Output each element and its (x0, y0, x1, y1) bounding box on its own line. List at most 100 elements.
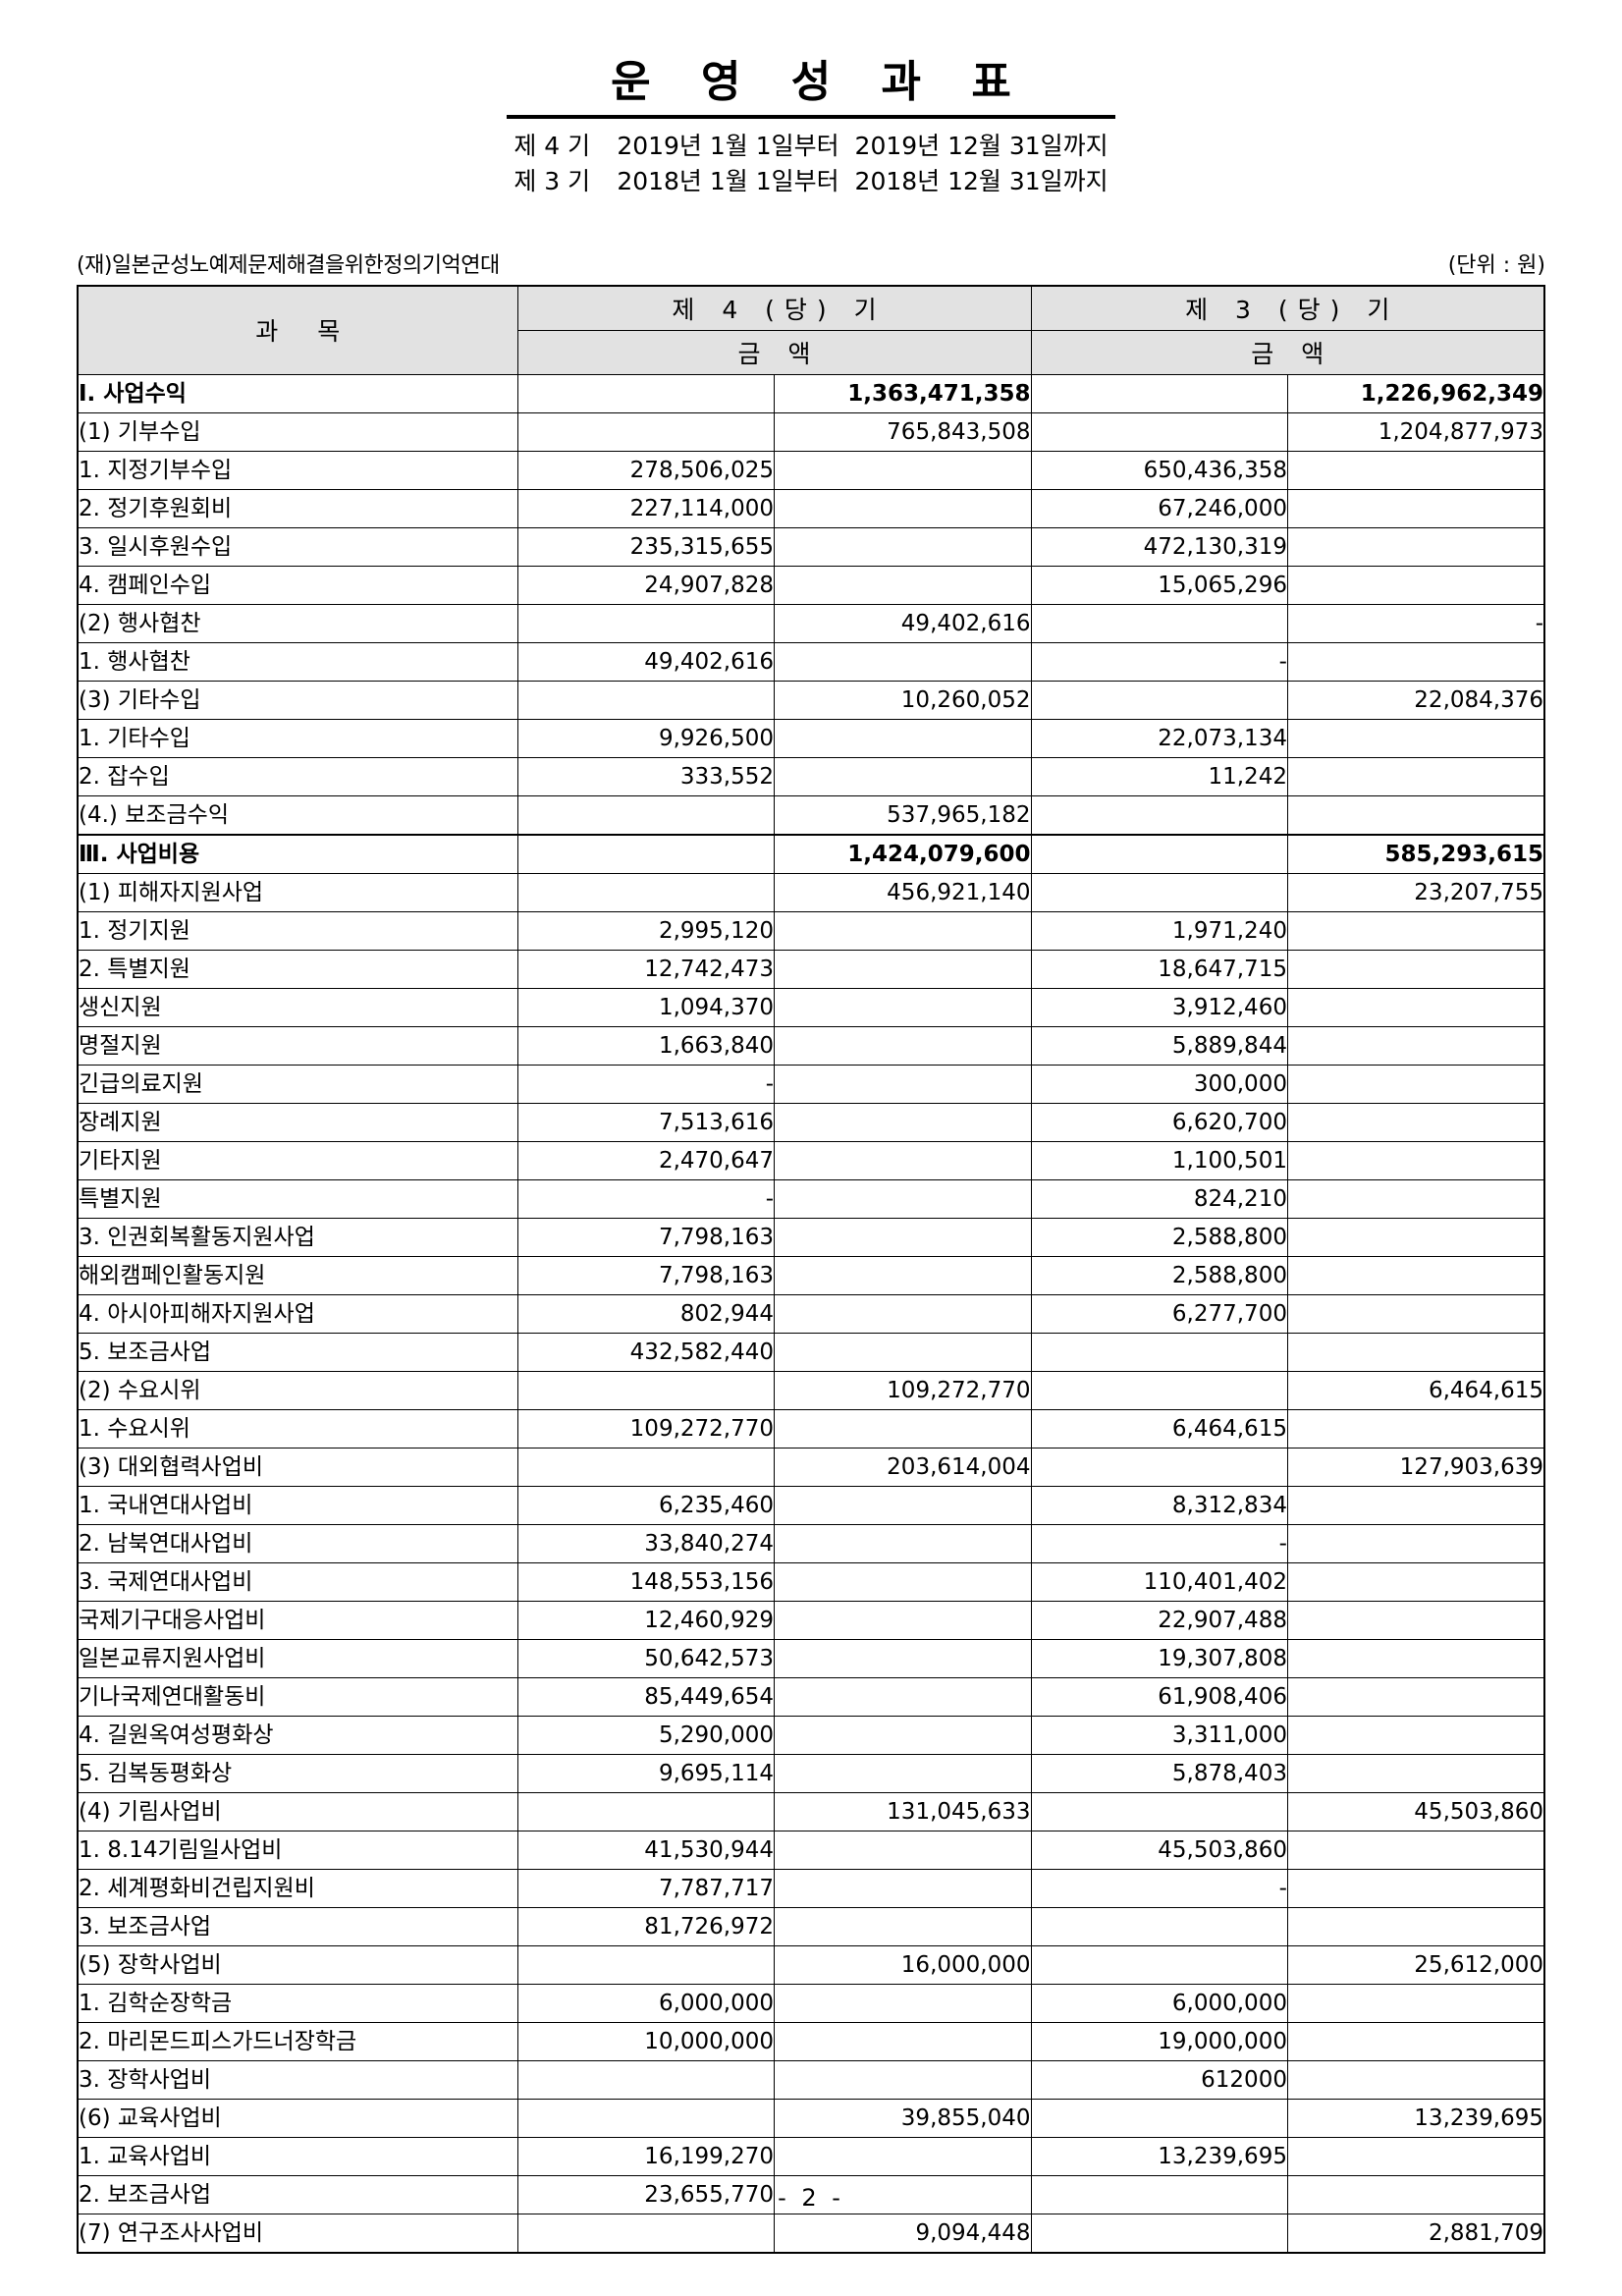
row-current-sub (516, 1791, 776, 1831)
row-prior-sub: - (1030, 1868, 1288, 1908)
table-row: 4. 캠페인수입 24,907,828 15,065,296 (77, 565, 1545, 605)
row-prior-total (1286, 756, 1545, 796)
row-current-total (774, 1332, 1032, 1372)
row-current-total: 39,855,040 (774, 2098, 1032, 2138)
row-subject: 1. 지정기부수입 (77, 450, 518, 490)
row-prior-total (1286, 1255, 1545, 1295)
header-amount-prior: 금 액 (1030, 329, 1545, 375)
row-prior-sub (1030, 1944, 1288, 1985)
table-row: 1. 수요시위 109,272,770 6,464,615 (77, 1408, 1545, 1449)
row-current-sub: 12,460,929 (516, 1600, 776, 1640)
row-prior-total: 2,881,709 (1286, 2213, 1545, 2253)
row-current-sub: 9,926,500 (516, 718, 776, 758)
row-prior-total (1286, 1140, 1545, 1180)
row-prior-sub (1030, 680, 1288, 720)
row-current-sub: 23,655,770 (516, 2174, 776, 2214)
row-current-total (774, 1217, 1032, 1257)
row-current-sub: 333,552 (516, 756, 776, 796)
row-current-sub (516, 1447, 776, 1487)
row-current-sub (516, 1370, 776, 1410)
page-title: 운 영 성 과 표 (611, 57, 1029, 107)
period-lines: 제 4 기 2019년 1월 1일부터 2019년 12월 31일까지 제 3 기… (514, 129, 1108, 200)
row-current-sub: 85,449,654 (516, 1676, 776, 1717)
row-subject: 장례지원 (77, 1102, 518, 1142)
row-current-sub (516, 794, 776, 835)
row-prior-sub: 472,130,319 (1030, 526, 1288, 567)
table-row: 2. 잡수입 333,552 11,242 (77, 756, 1545, 796)
header-period-current: 제 4 (당) 기 (516, 285, 1032, 331)
row-subject: 2. 특별지원 (77, 949, 518, 989)
row-subject: 일본교류지원사업비 (77, 1638, 518, 1678)
row-prior-sub: 5,878,403 (1030, 1753, 1288, 1793)
header-period-prior: 제 3 (당) 기 (1030, 285, 1545, 331)
row-prior-sub (1030, 1447, 1288, 1487)
table-row: 2. 세계평화비건립지원비 7,787,717 - (77, 1868, 1545, 1908)
row-subject: 3. 인권회복활동지원사업 (77, 1217, 518, 1257)
table-row: 긴급의료지원 - 300,000 (77, 1064, 1545, 1104)
row-current-total: 537,965,182 (774, 794, 1032, 835)
table-row: 2. 마리몬드피스가드너장학금 10,000,000 19,000,000 (77, 2021, 1545, 2061)
row-current-total (774, 565, 1032, 605)
row-prior-sub: 6,000,000 (1030, 1983, 1288, 2023)
row-current-sub: 7,798,163 (516, 1217, 776, 1257)
row-subject: 2. 잡수입 (77, 756, 518, 796)
row-current-total (774, 1715, 1032, 1755)
row-current-sub (516, 2059, 776, 2100)
row-subject: 4. 아시아피해자지원사업 (77, 1293, 518, 1334)
row-subject: 2. 보조금사업 (77, 2174, 518, 2214)
row-prior-sub: 6,620,700 (1030, 1102, 1288, 1142)
row-prior-sub: 1,971,240 (1030, 910, 1288, 951)
row-prior-sub: 6,277,700 (1030, 1293, 1288, 1334)
table-row: 일본교류지원사업비 50,642,573 19,307,808 (77, 1638, 1545, 1678)
table-row: (1) 피해자지원사업 456,921,140 23,207,755 (77, 872, 1545, 912)
row-subject: 3. 장학사업비 (77, 2059, 518, 2100)
table-row: 3. 인권회복활동지원사업 7,798,163 2,588,800 (77, 1217, 1545, 1257)
row-current-total (774, 450, 1032, 490)
row-prior-sub (1030, 2098, 1288, 2138)
row-current-sub: 802,944 (516, 1293, 776, 1334)
row-subject: (4.) 보조금수익 (77, 794, 518, 835)
row-prior-total (1286, 1025, 1545, 1066)
row-current-sub (516, 411, 776, 452)
row-current-sub: 432,582,440 (516, 1332, 776, 1372)
table-row: (4.) 보조금수익 537,965,182 (77, 794, 1545, 835)
table-row: 2. 정기후원회비 227,114,000 67,246,000 (77, 488, 1545, 528)
row-prior-total (1286, 1753, 1545, 1793)
table-row: 1. 국내연대사업비 6,235,460 8,312,834 (77, 1485, 1545, 1525)
row-current-total (774, 1064, 1032, 1104)
table-row: (7) 연구조사사업비 9,094,448 2,881,709 (77, 2213, 1545, 2253)
row-prior-total (1286, 2021, 1545, 2061)
row-current-sub: 235,315,655 (516, 526, 776, 567)
row-current-total (774, 910, 1032, 951)
row-subject: 2. 세계평화비건립지원비 (77, 1868, 518, 1908)
row-prior-sub: 15,065,296 (1030, 565, 1288, 605)
row-prior-sub: 824,210 (1030, 1178, 1288, 1219)
row-subject: 1. 기타수입 (77, 718, 518, 758)
row-prior-total: 13,239,695 (1286, 2098, 1545, 2138)
row-prior-total (1286, 1178, 1545, 1219)
row-current-sub: 81,726,972 (516, 1906, 776, 1946)
table-row: (5) 장학사업비 16,000,000 25,612,000 (77, 1944, 1545, 1985)
row-current-total (774, 1025, 1032, 1066)
row-current-sub: 12,742,473 (516, 949, 776, 989)
row-current-sub: 49,402,616 (516, 641, 776, 682)
row-current-total: 203,614,004 (774, 1447, 1032, 1487)
row-prior-total (1286, 1600, 1545, 1640)
row-prior-total (1286, 488, 1545, 528)
row-current-total (774, 1906, 1032, 1946)
row-prior-sub: 5,889,844 (1030, 1025, 1288, 1066)
row-subject: Ⅲ. 사업비용 (77, 833, 518, 874)
row-subject: 명절지원 (77, 1025, 518, 1066)
row-current-total (774, 1102, 1032, 1142)
row-prior-sub: 650,436,358 (1030, 450, 1288, 490)
row-prior-total (1286, 1485, 1545, 1525)
row-prior-total (1286, 565, 1545, 605)
row-current-sub (516, 603, 776, 643)
row-prior-total: 22,084,376 (1286, 680, 1545, 720)
row-prior-sub: 67,246,000 (1030, 488, 1288, 528)
table-row: 5. 보조금사업 432,582,440 (77, 1332, 1545, 1372)
row-current-sub: 10,000,000 (516, 2021, 776, 2061)
row-prior-sub: 22,907,488 (1030, 1600, 1288, 1640)
row-prior-total (1286, 450, 1545, 490)
row-prior-total: 585,293,615 (1286, 833, 1545, 874)
